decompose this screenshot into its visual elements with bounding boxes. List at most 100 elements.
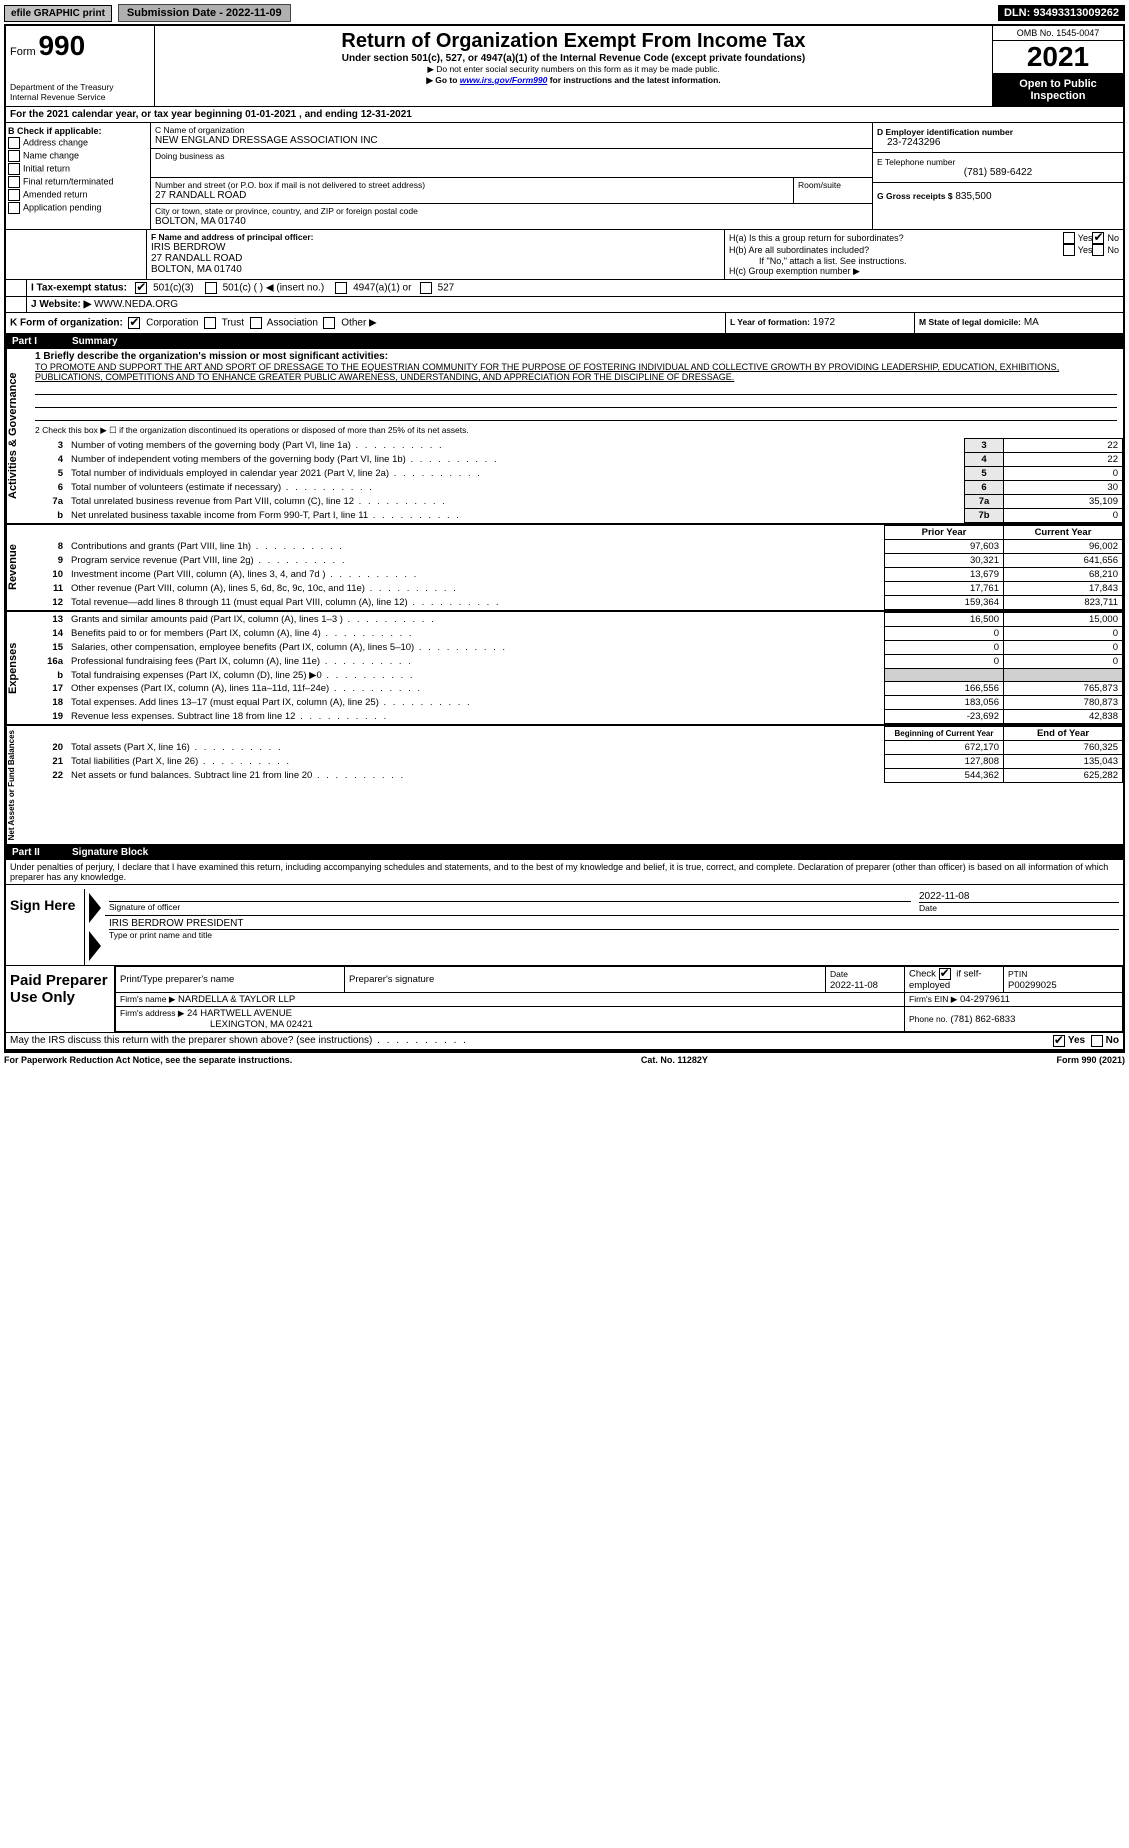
officer-addr1: 27 RANDALL ROAD <box>151 253 720 264</box>
signer-name-label: Type or print name and title <box>109 929 1119 940</box>
section-deg: D Employer identification number 23-7243… <box>872 123 1123 229</box>
discuss-no: No <box>1106 1035 1119 1047</box>
527-checkbox[interactable] <box>420 282 432 294</box>
corp-checkbox[interactable] <box>128 317 140 329</box>
firm-ein-label: Firm's EIN ▶ <box>909 994 957 1004</box>
hb-note: If "No," attach a list. See instructions… <box>729 256 1119 266</box>
expenses-table: 13Grants and similar amounts paid (Part … <box>29 612 1123 724</box>
org-name: NEW ENGLAND DRESSAGE ASSOCIATION INC <box>155 135 868 146</box>
org-name-label: C Name of organization <box>155 125 868 135</box>
domicile-label: M State of legal domicile: <box>919 317 1021 327</box>
501c3-checkbox[interactable] <box>135 282 147 294</box>
501c3-label: 501(c)(3) <box>153 283 194 294</box>
gross-value: 835,500 <box>955 191 991 202</box>
table-row: 7aTotal unrelated business revenue from … <box>29 495 1123 509</box>
ha-no: No <box>1107 233 1119 243</box>
efile-label: efile GRAPHIC print <box>4 5 112 22</box>
prep-date: 2022-11-08 <box>830 980 878 991</box>
addr-change-label: Address change <box>23 137 88 147</box>
trust-checkbox[interactable] <box>204 317 216 329</box>
table-row: 21Total liabilities (Part X, line 26)127… <box>29 755 1123 769</box>
street-label: Number and street (or P.O. box if mail i… <box>155 180 789 190</box>
amended-checkbox[interactable] <box>8 189 20 201</box>
discuss-row: May the IRS discuss this return with the… <box>6 1033 1123 1051</box>
year-formed-label: L Year of formation: <box>730 317 810 327</box>
amended-label: Amended return <box>23 189 88 199</box>
part2-name: Signature Block <box>72 847 148 858</box>
omb-number: OMB No. 1545-0047 <box>993 26 1123 41</box>
current-year-header: Current Year <box>1004 526 1123 540</box>
declaration-text: Under penalties of perjury, I declare th… <box>6 860 1123 885</box>
table-row: bNet unrelated business taxable income f… <box>29 509 1123 523</box>
ptin-label: PTIN <box>1008 969 1027 979</box>
tax-exempt-label: I Tax-exempt status: <box>31 283 127 294</box>
prep-name-label: Print/Type preparer's name <box>116 967 345 993</box>
table-row: 6Total number of volunteers (estimate if… <box>29 481 1123 495</box>
ha-no-checkbox[interactable] <box>1092 232 1104 244</box>
signer-name: IRIS BERDROW PRESIDENT <box>109 918 1119 929</box>
officer-name: IRIS BERDROW <box>151 242 720 253</box>
eoy-header: End of Year <box>1004 727 1123 741</box>
check-if-pre: Check <box>909 969 936 980</box>
phone-value: (781) 589-6422 <box>877 167 1119 178</box>
governance-vlabel: Activities & Governance <box>6 349 29 523</box>
officer-label: F Name and address of principal officer: <box>151 232 720 242</box>
footer-left: For Paperwork Reduction Act Notice, see … <box>4 1055 292 1065</box>
part1-name: Summary <box>72 336 118 347</box>
preparer-block: Paid Preparer Use Only Print/Type prepar… <box>6 966 1123 1033</box>
boy-header: Beginning of Current Year <box>885 727 1004 741</box>
table-row: 5Total number of individuals employed in… <box>29 467 1123 481</box>
501c-checkbox[interactable] <box>205 282 217 294</box>
hb-yes-checkbox[interactable] <box>1063 244 1075 256</box>
section-klm: K Form of organization: Corporation Trus… <box>6 313 1123 334</box>
part2-label: Part II <box>12 847 72 858</box>
tax-year: 2021 <box>993 41 1123 74</box>
ein-value: 23-7243296 <box>877 137 1119 148</box>
submission-date-button[interactable]: Submission Date - 2022-11-09 <box>118 4 291 22</box>
tax-period: For the 2021 calendar year, or tax year … <box>6 107 1123 122</box>
footer-right: Form 990 (2021) <box>1056 1055 1125 1065</box>
corp-label: Corporation <box>146 318 198 329</box>
section-i: I Tax-exempt status: 501(c)(3) 501(c) ( … <box>6 280 1123 297</box>
irs-link[interactable]: www.irs.gov/Form990 <box>460 75 548 85</box>
preparer-label: Paid Preparer Use Only <box>6 966 115 1032</box>
prep-date-label: Date <box>830 969 848 979</box>
assoc-checkbox[interactable] <box>250 317 262 329</box>
netassets-table: Beginning of Current Year End of Year 20… <box>29 726 1123 783</box>
table-row: 11Other revenue (Part VIII, column (A), … <box>29 582 1123 596</box>
year-formed: 1972 <box>813 317 835 328</box>
addr-change-checkbox[interactable] <box>8 137 20 149</box>
city-value: BOLTON, MA 01740 <box>155 216 868 227</box>
final-return-label: Final return/terminated <box>23 176 114 186</box>
app-pending-checkbox[interactable] <box>8 202 20 214</box>
discuss-yes-checkbox[interactable] <box>1053 1035 1065 1047</box>
initial-return-checkbox[interactable] <box>8 163 20 175</box>
app-pending-label: Application pending <box>23 202 102 212</box>
discuss-question: May the IRS discuss this return with the… <box>10 1035 1053 1047</box>
other-checkbox[interactable] <box>323 317 335 329</box>
line-a: For the 2021 calendar year, or tax year … <box>6 107 1123 123</box>
name-change-checkbox[interactable] <box>8 150 20 162</box>
table-row: 18Total expenses. Add lines 13–17 (must … <box>29 696 1123 710</box>
sign-date-label: Date <box>919 902 1119 913</box>
link-note: ▶ Go to www.irs.gov/Form990 for instruct… <box>159 75 988 86</box>
4947-checkbox[interactable] <box>335 282 347 294</box>
website-value: WWW.NEDA.ORG <box>94 299 178 310</box>
sign-date: 2022-11-08 <box>919 891 1119 902</box>
dept-label: Department of the Treasury <box>10 82 150 92</box>
hb-no: No <box>1107 245 1119 255</box>
form-container: Form 990 Department of the Treasury Inte… <box>4 24 1125 1053</box>
firm-name: NARDELLA & TAYLOR LLP <box>178 994 295 1005</box>
final-return-checkbox[interactable] <box>8 176 20 188</box>
table-row: 22Net assets or fund balances. Subtract … <box>29 769 1123 783</box>
revenue-vlabel: Revenue <box>6 525 29 610</box>
irs-label: Internal Revenue Service <box>10 92 150 102</box>
sig-officer-label: Signature of officer <box>109 901 911 912</box>
discuss-no-checkbox[interactable] <box>1091 1035 1103 1047</box>
form-number: 990 <box>38 30 85 61</box>
ha-yes-checkbox[interactable] <box>1063 232 1075 244</box>
hb-no-checkbox[interactable] <box>1092 244 1104 256</box>
ha-yes: Yes <box>1078 233 1093 243</box>
ein-label: D Employer identification number <box>877 127 1119 137</box>
self-employed-checkbox[interactable] <box>939 968 951 980</box>
